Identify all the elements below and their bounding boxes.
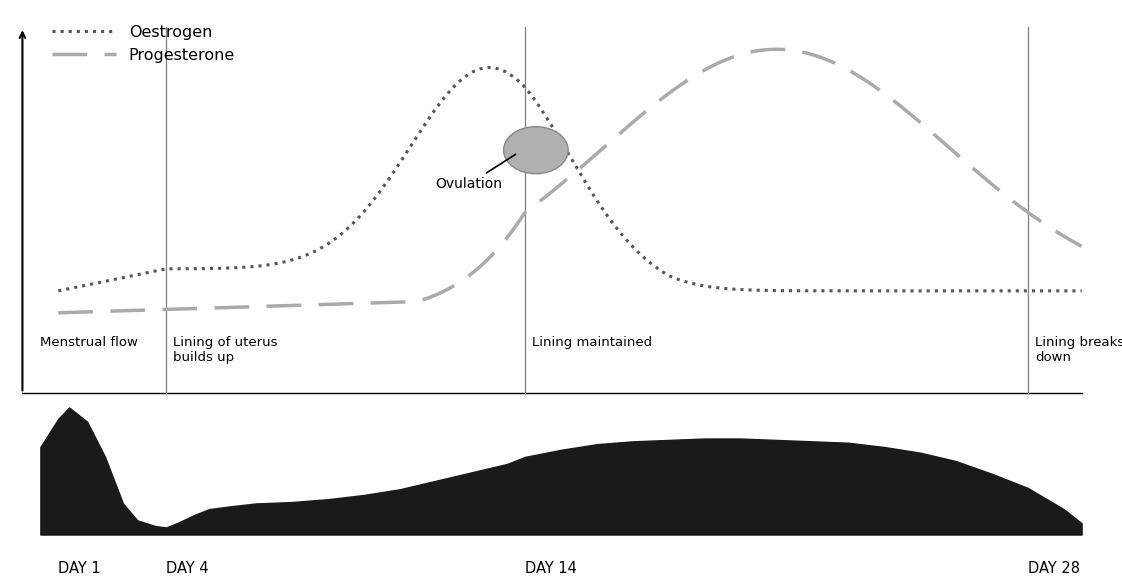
Text: Lining of uterus
builds up: Lining of uterus builds up [173,336,278,364]
Text: DAY 28: DAY 28 [1028,561,1079,576]
Text: Lining breaks
down: Lining breaks down [1034,336,1122,364]
Legend: Oestrogen, Progesterone: Oestrogen, Progesterone [52,25,234,63]
Text: Lining maintained: Lining maintained [532,336,652,349]
Text: DAY 14: DAY 14 [525,561,577,576]
Text: Menstrual flow: Menstrual flow [40,336,138,349]
Text: Ovulation: Ovulation [435,155,516,191]
Text: DAY 4: DAY 4 [166,561,209,576]
Text: DAY 1: DAY 1 [58,561,101,576]
Ellipse shape [504,127,568,174]
